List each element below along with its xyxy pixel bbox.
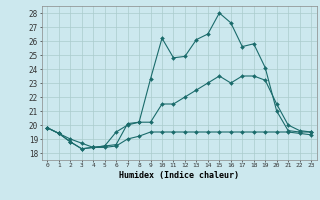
X-axis label: Humidex (Indice chaleur): Humidex (Indice chaleur) [119, 171, 239, 180]
